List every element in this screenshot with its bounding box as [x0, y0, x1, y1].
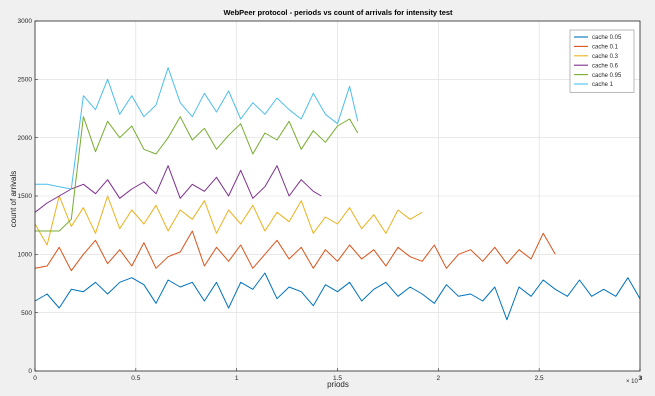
y-axis-label: count of arrivals — [9, 171, 18, 227]
x-exponent-base: × 10 — [626, 379, 639, 385]
series-line-cache-0-95 — [35, 116, 359, 232]
y-axis-ticks: 0 500 1000 1500 2000 2500 3000 — [18, 18, 38, 375]
y-tick-label: 1000 — [18, 252, 33, 259]
y-tick-label: 500 — [21, 310, 32, 317]
x-tick-label: 2.5 — [535, 375, 544, 382]
legend: cache 0.05 cache 0.1 cache 0.3 cache 0.6 cac… — [569, 29, 635, 93]
chart-title: WebPeer protocol - periods vs count of a… — [223, 8, 453, 17]
legend-label: cache 0.6 — [592, 63, 619, 69]
x-axis-label: priods — [327, 380, 349, 389]
legend-label: cache 0.1 — [592, 45, 619, 51]
legend-box — [569, 29, 635, 93]
legend-label: cache 0.3 — [592, 54, 619, 60]
y-tick-label: 3000 — [18, 18, 33, 25]
svg-text:× 10 8: × 10 8 — [626, 376, 643, 385]
x-exponent-power: 8 — [640, 376, 643, 382]
y-tick-label: 2000 — [18, 135, 33, 142]
x-tick-label: 1.5 — [333, 375, 342, 382]
x-axis-ticks: 0 0.5 1 1.5 2 2.5 3 — [33, 368, 642, 382]
legend-label: cache 0.05 — [592, 35, 622, 41]
x-tick-label: 0 — [33, 375, 37, 382]
x-tick-label: 3 — [638, 375, 642, 382]
y-tick-label: 1500 — [18, 193, 33, 200]
series-line-cache-0-05 — [34, 272, 641, 321]
series-layer — [34, 67, 641, 321]
series-line-cache-0-1 — [34, 230, 556, 272]
y-tick-label: 0 — [28, 368, 32, 375]
y-tick-label: 2500 — [18, 77, 33, 84]
legend-label: cache 1 — [592, 82, 614, 88]
x-tick-label: 0.5 — [131, 375, 140, 382]
series-line-cache-1 — [35, 67, 359, 190]
series-line-cache-0-6 — [34, 165, 322, 213]
series-line-cache-0-3 — [34, 195, 423, 246]
x-tick-label: 1 — [235, 375, 239, 382]
x-tick-label: 2 — [437, 375, 441, 382]
x-axis-exponent: × 10 8 — [626, 376, 643, 385]
legend-label: cache 0.95 — [592, 73, 622, 79]
